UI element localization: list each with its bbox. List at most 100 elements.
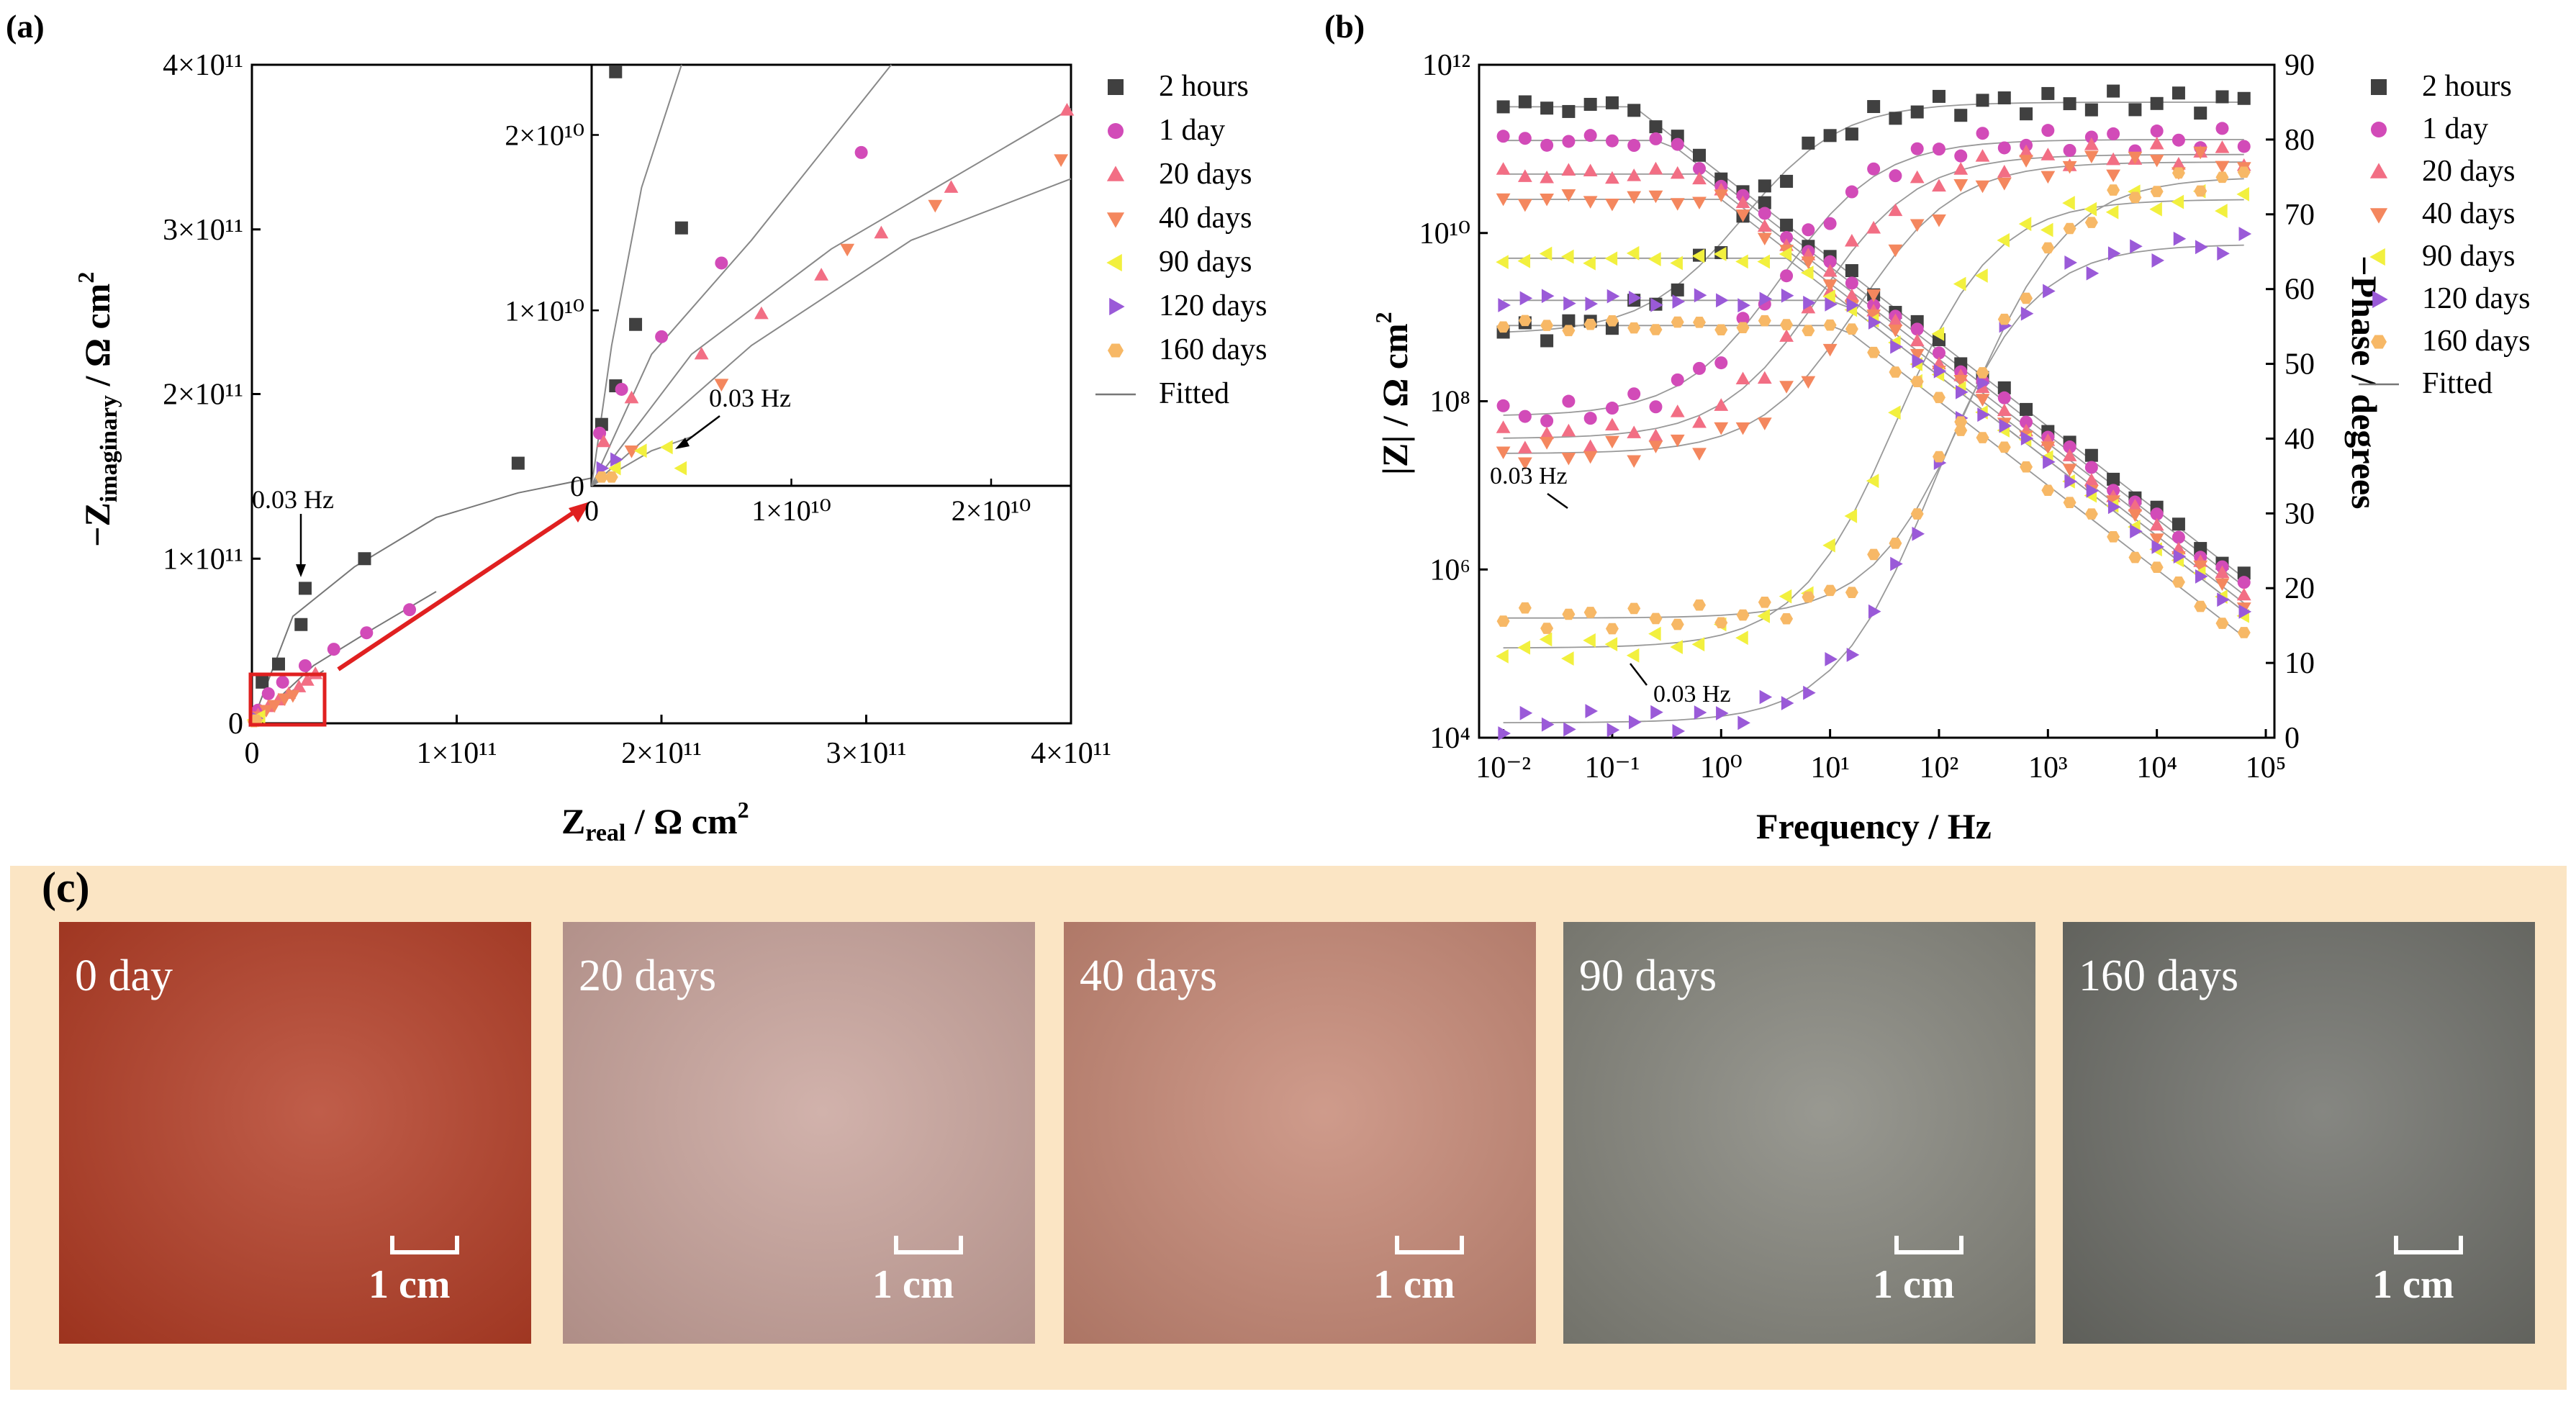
bode-phase-point: [1757, 609, 1771, 623]
bode-phase-point: [1670, 434, 1685, 448]
legend-label: 1 day: [1159, 114, 1225, 147]
bode-modulus-point: [2238, 605, 2252, 619]
bode-modulus-point: [2128, 551, 2142, 564]
bode-phase-point: [1627, 455, 1642, 468]
bode-x-tick-label: 10⁵: [2246, 751, 2287, 784]
bode-legend: 2 hours 1 day 20 days 40 days 90 days 120 day…: [2359, 70, 2531, 400]
bode-phase-point: [1779, 381, 1794, 394]
nyquist-point: [276, 675, 289, 689]
inset-point: [1054, 154, 1069, 167]
bode-phase-point: [1714, 617, 1728, 629]
inset-annotation-arrowhead: [675, 438, 690, 449]
bode-phase-point: [1672, 723, 1686, 738]
legend-label: 160 days: [2422, 325, 2531, 358]
bode-phase-point: [1626, 648, 1640, 663]
bode-phase-point: [1757, 417, 1772, 430]
legend-marker: [1108, 79, 1124, 95]
nyquist-point: [358, 552, 371, 566]
bode-phase-point: [2237, 91, 2251, 105]
nyquist-y-label: −Zimaginary / Ω cm2: [73, 272, 122, 547]
bode-phase-point: [1866, 474, 1879, 489]
inset-point: [715, 256, 728, 270]
bode-modulus-point: [2236, 587, 2251, 601]
nyquist-point: [271, 657, 285, 671]
scale-bar-label: 1 cm: [1373, 1262, 1455, 1307]
bode-phase-point: [1977, 376, 1990, 391]
inset-point: [609, 65, 623, 78]
bode-phase-point: [2040, 222, 2053, 238]
legend-marker: [1106, 253, 1122, 272]
bode-phase-point: [1932, 89, 1945, 103]
bode-x-tick-label: 10⁻¹: [1585, 751, 1640, 784]
sample-photo: 20 days 1 cm: [563, 922, 1035, 1344]
bode-phase-point: [2237, 166, 2251, 178]
inset-point: [595, 471, 608, 483]
bode-modulus-point: [2237, 627, 2251, 638]
panel-label-a: (a): [6, 8, 45, 45]
bode-phase-point: [1583, 412, 1597, 425]
legend-label: 40 days: [1159, 202, 1252, 235]
sample-photo: 90 days 1 cm: [1563, 922, 2035, 1344]
nyquist-x-tick-label: 4×10¹¹: [1031, 737, 1111, 770]
bode-phase-point: [1801, 300, 1816, 314]
bode-modulus-point: [1496, 100, 1510, 114]
bode-modulus-point: [1583, 97, 1597, 111]
inset-y-tick-label: 2×10¹⁰: [505, 119, 584, 152]
bode-phase-point: [2171, 157, 2186, 170]
bode-phase-point: [1844, 233, 1859, 247]
bode-phase-point: [1781, 696, 1794, 710]
bode-phase-point: [2019, 144, 2033, 158]
legend-label: 2 hours: [1159, 70, 1249, 103]
bode-phase-point: [1932, 178, 1946, 192]
bode-phase-point: [2107, 246, 2121, 261]
legend-label: 40 days: [2422, 197, 2516, 230]
bode-phase-point: [2041, 86, 2055, 100]
bode-x-tick-label: 10¹: [1810, 751, 1850, 784]
bode-modulus-point: [2062, 463, 2077, 476]
bode-phase-point: [1802, 136, 1815, 150]
bode-modulus-point: [1562, 135, 1576, 148]
bode-phase-point: [2086, 266, 2100, 281]
bode-modulus-point: [1844, 288, 1859, 302]
bode-modulus-point: [1976, 432, 1989, 443]
nyquist-point: [261, 687, 275, 700]
bode-modulus-point: [2020, 431, 2034, 446]
bode-phase-point: [1627, 602, 1641, 615]
bode-phase-point: [1889, 169, 1902, 183]
inset-point: [607, 461, 621, 476]
bode-modulus-point: [1693, 317, 1707, 328]
bode-modulus-point: [1649, 120, 1663, 134]
bode-modulus-point: [1975, 394, 1990, 407]
bode-modulus-point: [1823, 255, 1837, 268]
bode-modulus-point: [1627, 168, 1642, 181]
legend-label: Fitted: [1159, 377, 1229, 410]
bode-phase-point: [1670, 640, 1683, 654]
bode-modulus-point: [2084, 473, 2099, 486]
bode-phase-point: [1867, 162, 1881, 176]
bode-phase-point: [1605, 435, 1619, 449]
photo-label: 90 days: [1579, 951, 1717, 1000]
bode-phase-point: [2020, 306, 2034, 321]
bode-phase-point: [1563, 722, 1576, 737]
bode-phase-point: [2041, 242, 2055, 254]
inset-x-tick-label: 0: [584, 494, 599, 527]
inset-point: [655, 330, 669, 343]
bode-phase-point: [1953, 162, 1969, 175]
bode-modulus-point: [1736, 322, 1750, 334]
panel-label-b: (b): [1324, 8, 1365, 45]
bode-phase-point: [1562, 314, 1576, 327]
bode-phase-point: [2084, 137, 2099, 150]
inset-point: [660, 440, 673, 455]
bode-phase-point: [1866, 289, 1881, 302]
bode-y-tick-label: 10¹²: [1422, 49, 1470, 82]
bode-phase-point: [2238, 227, 2252, 241]
bode-phase-point: [1823, 584, 1837, 597]
bode-phase-point: [1889, 112, 1902, 125]
photo-label: 0 day: [75, 951, 173, 1000]
bode-modulus-point: [2062, 448, 2077, 461]
bode-phase-point: [1779, 329, 1794, 342]
bode-modulus-point: [1867, 346, 1881, 358]
legend-marker: [1109, 297, 1125, 316]
bode-modulus-point: [1496, 130, 1510, 143]
bode-phase-point: [1583, 439, 1598, 453]
